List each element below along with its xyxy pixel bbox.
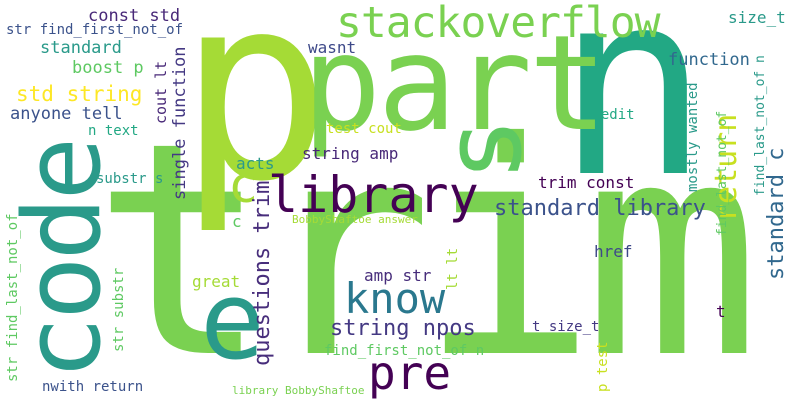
word-n: n: [556, 0, 710, 234]
word-p-test: p test: [595, 341, 611, 392]
word-test-cout: test cout: [326, 121, 402, 137]
word-questions-trim: questions trim: [250, 180, 275, 366]
word-cout-lt: cout lt: [152, 60, 170, 124]
word-string-amp: string amp: [302, 144, 399, 163]
word-t: t: [716, 302, 726, 321]
word-href: href: [594, 242, 633, 261]
word-acts: acts: [236, 154, 275, 173]
word-find-last-2: find_last_not_of: [715, 110, 730, 236]
word-function: function: [668, 50, 750, 70]
word-standard-c: standard c: [764, 147, 789, 280]
word-t-size-t: t size_t: [532, 319, 600, 335]
word-str-find-last: str find_last_not_of: [5, 213, 21, 382]
word-anyone-tell: anyone tell: [10, 104, 123, 124]
word-nwith-return: nwith return: [42, 379, 144, 395]
word-single-function: single function: [170, 46, 190, 200]
word-str-substr: str substr: [111, 267, 127, 352]
word-trim-const: trim const: [538, 173, 635, 192]
word-string-npos: string npos: [330, 316, 476, 341]
word-boost-p: boost p: [72, 58, 144, 78]
word-stackoverflow: stackoverflow: [336, 0, 661, 48]
word-wasnt: wasnt: [308, 38, 357, 57]
word-bobby-answer: BobbyShaftoe answer: [292, 213, 418, 226]
word-standard: standard: [40, 38, 122, 58]
word-const-std: const std: [88, 6, 181, 26]
word-e: e: [200, 259, 266, 384]
word-pre: pre: [368, 346, 452, 400]
word-trim: trim: [92, 79, 760, 400]
word-library-bobby: library BobbyShaftoe: [232, 384, 365, 397]
word-know: know: [344, 274, 446, 323]
word-p: p: [178, 0, 332, 238]
word-standard-library: standard library: [494, 196, 706, 221]
word-n-edit: n edit: [584, 107, 635, 123]
word-c-small: c: [232, 212, 242, 231]
word-part: part: [302, 7, 608, 161]
word-std-string: std string: [16, 82, 143, 106]
word-str-find-first: str find_first_not_of: [6, 22, 184, 38]
word-library: library: [268, 166, 479, 224]
word-substr-s: substr s: [96, 171, 164, 187]
word-find-first-n: find_first_not_of n: [324, 343, 485, 359]
word-c: c: [228, 156, 259, 214]
word-size-t: size_t: [728, 8, 786, 27]
word-mostly-wanted: mostly wanted: [685, 82, 701, 192]
word-great: great: [192, 272, 241, 291]
word-n-text: n text: [88, 123, 139, 139]
word-lt-lt: lt lt: [445, 247, 461, 290]
word-amp-str: amp str: [364, 266, 432, 285]
word-find-last-1: find_last_not_of n: [753, 55, 768, 196]
